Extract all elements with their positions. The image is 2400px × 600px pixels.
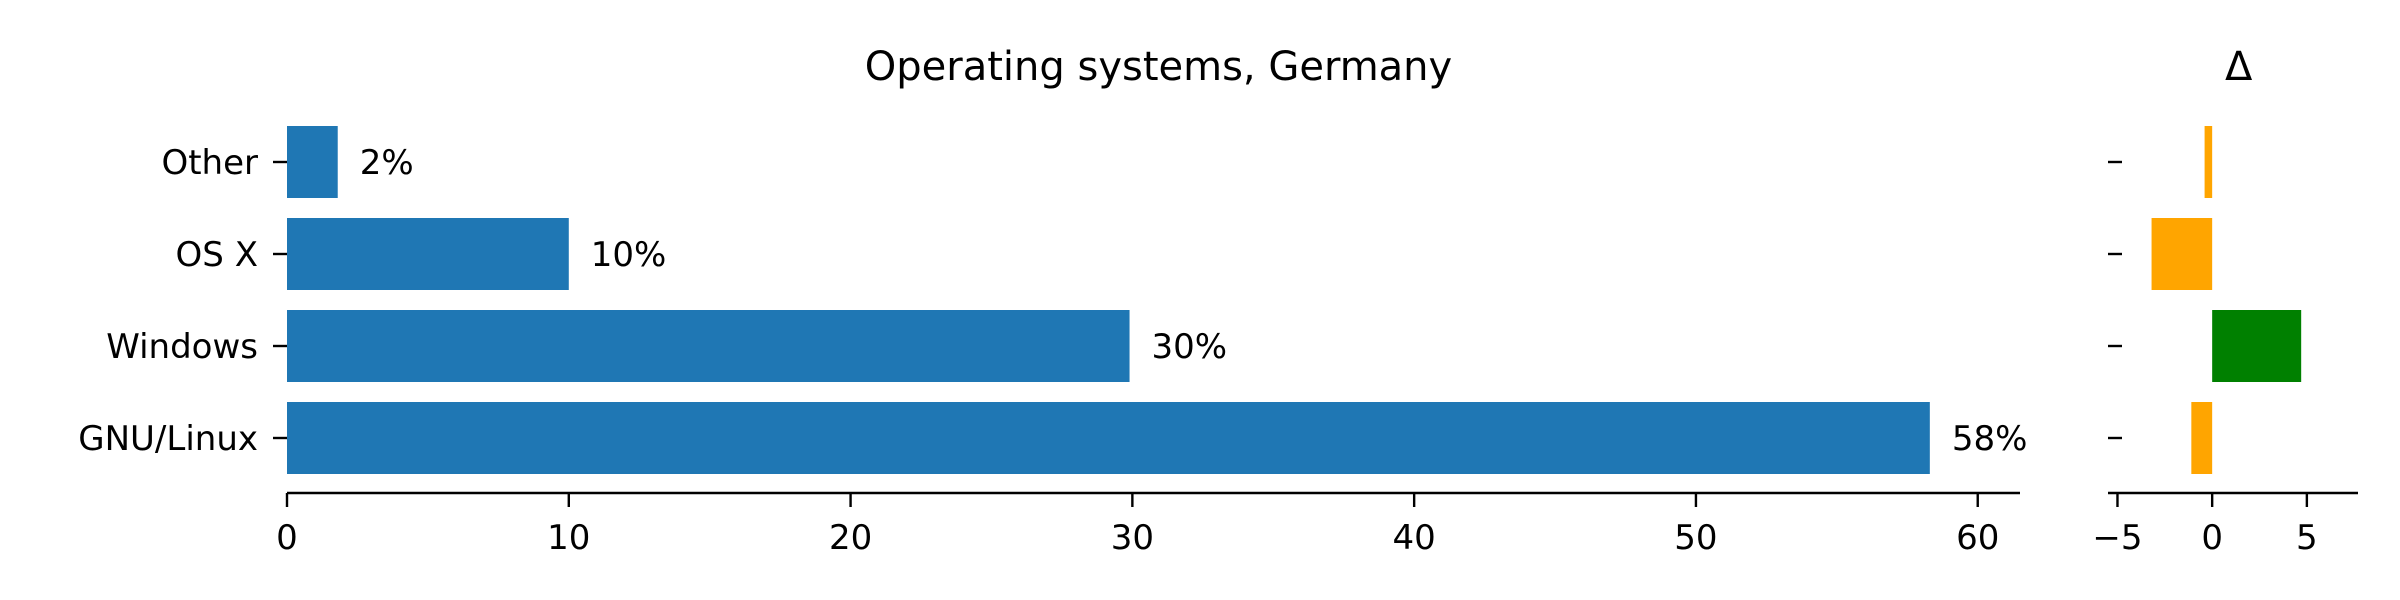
- main-bar-chart: Operating systems, Germany 58% GNU/Linux 30…: [78, 44, 2027, 558]
- x-tick-label-6: 60: [1956, 518, 1999, 558]
- delta-bar-2: [2151, 218, 2213, 290]
- delta-x-tick-label-1: 0: [2201, 518, 2223, 558]
- y-tick-label-2: OS X: [176, 235, 258, 275]
- delta-x-tick-label-0: −5: [2092, 518, 2142, 558]
- y-tick-label-0: GNU/Linux: [78, 419, 258, 459]
- x-tick-label-0: 0: [276, 518, 298, 558]
- bar-3: [287, 126, 338, 198]
- data-label-3: 2%: [360, 143, 414, 183]
- y-tick-label-3: Other: [161, 143, 258, 183]
- y-tick-label-1: Windows: [106, 327, 258, 367]
- chart-title: Operating systems, Germany: [865, 44, 1452, 90]
- delta-bar-1: [2212, 310, 2302, 382]
- bar-0: [287, 402, 1930, 474]
- delta-bar-3: [2204, 126, 2213, 198]
- x-tick-label-1: 10: [547, 518, 590, 558]
- data-label-2: 10%: [591, 235, 667, 275]
- delta-bar-chart: Δ −5 0 5: [2092, 44, 2358, 558]
- delta-title: Δ: [2225, 44, 2253, 90]
- bar-2: [287, 218, 569, 290]
- bar-1: [287, 310, 1130, 382]
- data-label-0: 58%: [1952, 419, 2028, 459]
- x-tick-label-5: 50: [1674, 518, 1717, 558]
- delta-x-tick-label-2: 5: [2296, 518, 2318, 558]
- x-tick-label-4: 40: [1393, 518, 1436, 558]
- x-tick-label-3: 30: [1111, 518, 1154, 558]
- x-tick-label-2: 20: [829, 518, 872, 558]
- delta-bar-0: [2191, 402, 2213, 474]
- data-label-1: 30%: [1152, 327, 1228, 367]
